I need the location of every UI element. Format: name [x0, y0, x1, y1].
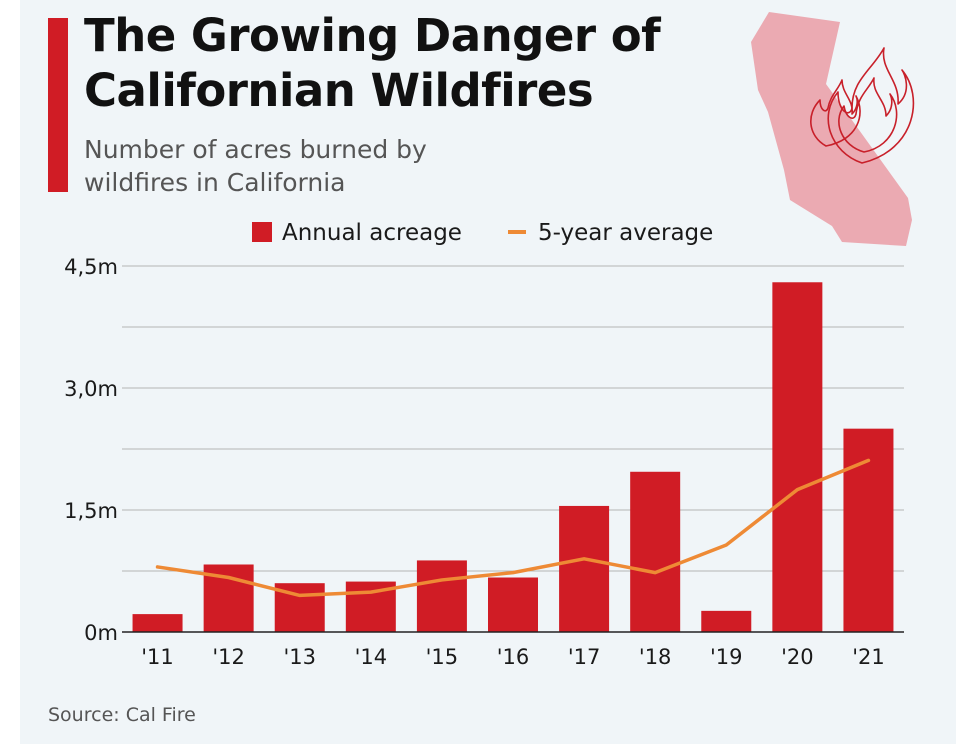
page-title: The Growing Danger of Californian Wildfi… [84, 8, 661, 118]
x-tick-label: '18 [639, 645, 672, 669]
y-tick-label: 4,5m [64, 255, 118, 279]
x-tick-label: '16 [497, 645, 530, 669]
y-tick-label: 1,5m [64, 499, 118, 523]
title-accent-bar [48, 18, 68, 192]
flame-icon [810, 47, 915, 164]
bar-11 [843, 428, 894, 632]
bar-1 [132, 614, 183, 632]
bar-5 [416, 560, 467, 632]
x-tick-label: '14 [355, 645, 388, 669]
bar-9 [701, 610, 752, 632]
y-tick-label: 3,0m [64, 377, 118, 401]
x-tick-label: '11 [141, 645, 174, 669]
x-axis-ticks: '11 '12 '13 '14 '15 '16 '17 '18 '19 '20 '21 [141, 645, 884, 669]
x-tick-label: '20 [781, 645, 814, 669]
bar-7 [559, 505, 610, 632]
line-series-5-year-average [155, 458, 871, 598]
bar-6 [488, 577, 538, 632]
x-tick-label: '12 [212, 645, 245, 669]
legend: Annual acreage 5-year average [252, 220, 713, 246]
x-tick-label: '19 [710, 645, 743, 669]
legend-swatch-bar [252, 222, 272, 242]
california-shape [751, 12, 912, 246]
subtitle: Number of acres burned by wildfires in C… [84, 135, 427, 197]
bar-10 [772, 282, 823, 632]
bar-series-annual-acreage [132, 282, 894, 632]
x-tick-label: '21 [852, 645, 885, 669]
legend-label-5-year-average: 5-year average [538, 220, 713, 246]
x-tick-label: '15 [426, 645, 459, 669]
title-line-1: The Growing Danger of [84, 9, 661, 62]
source-note: Source: Cal Fire [48, 704, 196, 726]
california-map-icon [751, 12, 912, 246]
y-axis-ticks: 0m 1,5m 3,0m 4,5m [64, 255, 118, 645]
title-line-2: Californian Wildfires [84, 64, 594, 117]
bar-8 [630, 471, 681, 632]
y-tick-label: 0m [84, 621, 118, 645]
x-tick-label: '17 [568, 645, 601, 669]
x-tick-label: '13 [283, 645, 316, 669]
legend-label-annual-acreage: Annual acreage [282, 220, 462, 246]
